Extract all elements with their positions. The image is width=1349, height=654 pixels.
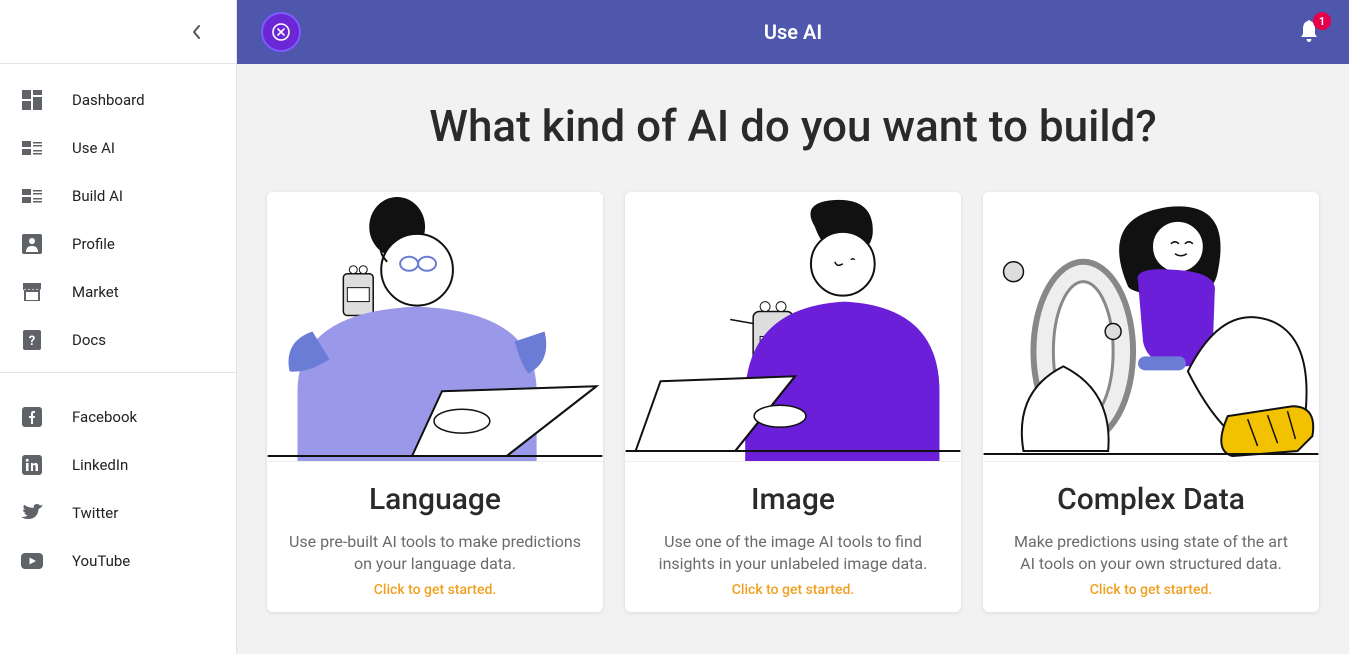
docs-icon: ?	[20, 328, 44, 352]
sidebar-item-label: Twitter	[72, 504, 118, 522]
sidebar-item-label: Use AI	[72, 139, 115, 157]
sidebar-divider	[0, 372, 236, 373]
page-title: Use AI	[237, 20, 1349, 44]
card-cta: Click to get started.	[1005, 582, 1297, 598]
build-ai-icon	[20, 184, 44, 208]
collapse-sidebar-button[interactable]	[184, 20, 208, 44]
card-illustration	[625, 192, 961, 462]
card-description: Make predictions using state of the art …	[1005, 531, 1297, 576]
sidebar-item-twitter[interactable]: Twitter	[0, 489, 236, 537]
profile-icon	[20, 232, 44, 256]
sidebar-item-market[interactable]: Market	[0, 268, 236, 316]
topbar: Use AI 1	[237, 0, 1349, 64]
sidebar-top	[0, 0, 236, 64]
sidebar-item-docs[interactable]: ? Docs	[0, 316, 236, 364]
main-heading: What kind of AI do you want to build?	[267, 100, 1319, 152]
card-cta: Click to get started.	[289, 582, 581, 598]
sidebar-item-linkedin[interactable]: LinkedIn	[0, 441, 236, 489]
sidebar-item-label: Build AI	[72, 187, 123, 205]
youtube-icon	[20, 549, 44, 573]
card-complex-data[interactable]: Complex Data Make predictions using stat…	[983, 192, 1319, 612]
dashboard-icon	[20, 88, 44, 112]
close-button[interactable]	[261, 12, 301, 52]
sidebar-item-label: Docs	[72, 331, 106, 349]
complex-data-illustration	[983, 192, 1319, 461]
sidebar-item-dashboard[interactable]: Dashboard	[0, 76, 236, 124]
svg-text:?: ?	[29, 334, 35, 349]
card-illustration	[267, 192, 603, 462]
sidebar-item-label: LinkedIn	[72, 456, 128, 474]
sidebar-item-facebook[interactable]: Facebook	[0, 393, 236, 441]
card-grid: Language Use pre-built AI tools to make …	[267, 192, 1319, 612]
sidebar-section-main: Dashboard Use AI Build AI Profile Market	[0, 64, 236, 364]
twitter-icon	[20, 501, 44, 525]
card-body: Language Use pre-built AI tools to make …	[267, 462, 603, 612]
market-icon	[20, 280, 44, 304]
sidebar-section-social: Facebook LinkedIn Twitter YouTube	[0, 381, 236, 585]
image-illustration	[625, 192, 961, 461]
close-icon	[272, 23, 290, 41]
notification-badge: 1	[1313, 12, 1331, 30]
linkedin-icon	[20, 453, 44, 477]
card-body: Complex Data Make predictions using stat…	[983, 462, 1319, 612]
card-body: Image Use one of the image AI tools to f…	[625, 462, 961, 612]
facebook-icon	[20, 405, 44, 429]
card-description: Use one of the image AI tools to find in…	[647, 531, 939, 576]
sidebar: Dashboard Use AI Build AI Profile Market	[0, 0, 237, 654]
main-area: Use AI 1 What kind of AI do you want to …	[237, 0, 1349, 654]
card-title: Complex Data	[1005, 482, 1297, 517]
card-title: Language	[289, 482, 581, 517]
sidebar-item-label: Profile	[72, 235, 115, 253]
sidebar-item-youtube[interactable]: YouTube	[0, 537, 236, 585]
card-title: Image	[647, 482, 939, 517]
sidebar-item-label: YouTube	[72, 552, 130, 570]
sidebar-item-label: Dashboard	[72, 91, 145, 109]
notifications-button[interactable]: 1	[1297, 18, 1325, 46]
use-ai-icon	[20, 136, 44, 160]
card-description: Use pre-built AI tools to make predictio…	[289, 531, 581, 576]
sidebar-item-profile[interactable]: Profile	[0, 220, 236, 268]
sidebar-item-use-ai[interactable]: Use AI	[0, 124, 236, 172]
card-cta: Click to get started.	[647, 582, 939, 598]
card-illustration	[983, 192, 1319, 462]
card-language[interactable]: Language Use pre-built AI tools to make …	[267, 192, 603, 612]
language-illustration	[267, 192, 603, 461]
sidebar-item-label: Facebook	[72, 408, 137, 426]
card-image[interactable]: Image Use one of the image AI tools to f…	[625, 192, 961, 612]
sidebar-item-label: Market	[72, 283, 119, 301]
content: What kind of AI do you want to build?	[237, 64, 1349, 654]
chevron-left-icon	[191, 24, 201, 40]
sidebar-item-build-ai[interactable]: Build AI	[0, 172, 236, 220]
